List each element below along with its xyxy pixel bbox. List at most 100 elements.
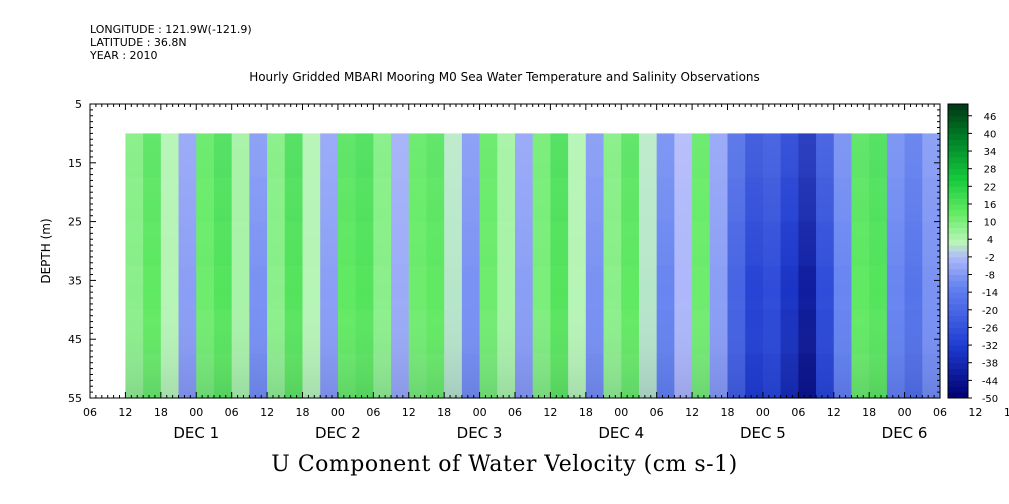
colorbar-swatch <box>948 209 968 217</box>
colorbar-swatch <box>948 315 968 323</box>
colorbar-label: -8 <box>985 271 995 282</box>
x-tick-label: 12 <box>260 406 274 419</box>
x-tick-label: 06 <box>508 406 522 419</box>
colorbar <box>947 103 969 399</box>
x-tick-label: 06 <box>933 406 947 419</box>
colorbar-swatch <box>948 392 968 399</box>
colorbar-label: -32 <box>982 341 998 352</box>
colorbar-swatch <box>948 268 968 276</box>
y-axis-label: DEPTH (m) <box>39 218 53 283</box>
colorbar-swatch <box>948 368 968 375</box>
colorbar-swatch <box>948 151 968 158</box>
x-day-label: DEC 2 <box>315 424 361 442</box>
colorbar-swatch <box>948 121 968 129</box>
colorbar-swatch <box>948 350 968 358</box>
x-tick-label: 18 <box>437 406 451 419</box>
x-axis-ticks <box>89 104 941 398</box>
y-tick-labels: 5 15 25 35 45 55 <box>68 98 82 405</box>
y-tick-label: 15 <box>68 157 82 170</box>
y-axis-ticks <box>90 103 940 399</box>
colorbar-swatch <box>948 168 968 176</box>
colorbar-label: 46 <box>984 112 997 123</box>
x-day-label: DEC 5 <box>740 424 786 442</box>
colorbar-labels: 46 40 34 28 22 16 10 4 -2 -8 -14 -20 -26 -32 -38 -44 -50 <box>968 112 998 405</box>
x-tick-label: 12 <box>685 406 699 419</box>
colorbar-swatch <box>948 256 968 264</box>
chart-title: U Component of Water Velocity (cm s-1) <box>271 452 738 477</box>
colorbar-swatch <box>948 162 968 170</box>
x-tick-label: 18 <box>154 406 168 419</box>
colorbar-frame <box>947 103 969 399</box>
colorbar-swatch <box>948 303 968 311</box>
x-tick-label: 12 <box>827 406 841 419</box>
colorbar-swatch <box>948 239 968 246</box>
colorbar-swatch <box>948 192 968 199</box>
colorbar-label: 34 <box>984 147 997 158</box>
x-day-label: DEC 6 <box>882 424 928 442</box>
x-tick-label: 00 <box>756 406 770 419</box>
colorbar-swatch <box>948 251 968 258</box>
x-tick-label: 12 <box>402 406 416 419</box>
colorbar-label: 40 <box>984 129 997 140</box>
plot-title: Hourly Gridded MBARI Mooring M0 Sea Wate… <box>249 70 760 84</box>
colorbar-swatch <box>948 133 968 140</box>
y-tick-label: 25 <box>68 216 82 229</box>
colorbar-swatch <box>948 262 968 270</box>
colorbar-swatch <box>948 139 968 146</box>
colorbar-swatch <box>948 286 968 293</box>
colorbar-swatch <box>948 274 968 281</box>
colorbar-label: 16 <box>984 200 997 211</box>
x-tick-label: 18 <box>1004 406 1009 419</box>
colorbar-label: -14 <box>982 288 998 299</box>
colorbar-swatch <box>948 292 968 299</box>
colorbar-swatch <box>948 221 968 228</box>
x-tick-label: 00 <box>614 406 628 419</box>
y-tick-label: 55 <box>68 392 82 405</box>
colorbar-label: -44 <box>982 376 998 387</box>
colorbar-swatch <box>948 280 968 287</box>
colorbar-label: 10 <box>984 218 997 229</box>
x-tick-label: 12 <box>543 406 557 419</box>
latitude-label: LATITUDE : 36.8N <box>90 36 187 49</box>
x-day-label: DEC 1 <box>173 424 219 442</box>
colorbar-label: -2 <box>985 253 995 264</box>
colorbar-swatch <box>948 127 968 134</box>
x-tick-label: 00 <box>331 406 345 419</box>
x-tick-label: 06 <box>83 406 97 419</box>
colorbar-swatch <box>948 245 968 252</box>
colorbar-label: -20 <box>982 306 998 317</box>
colorbar-swatch <box>948 215 968 223</box>
y-tick-label: 35 <box>68 274 82 287</box>
x-day-label: DEC 4 <box>598 424 644 442</box>
x-tick-label: 18 <box>862 406 876 419</box>
colorbar-swatch <box>948 298 968 305</box>
colorbar-label: 22 <box>984 182 997 193</box>
year-label: YEAR : 2010 <box>90 49 158 62</box>
colorbar-swatch <box>948 356 968 364</box>
colorbar-swatch <box>948 339 968 346</box>
x-day-label: DEC 3 <box>457 424 503 442</box>
x-tick-label: 12 <box>118 406 132 419</box>
x-tick-label: 18 <box>721 406 735 419</box>
colorbar-swatch <box>948 321 968 328</box>
colorbar-swatch <box>948 156 968 164</box>
colorbar-swatch <box>948 233 968 240</box>
colorbar-swatch <box>948 345 968 352</box>
colorbar-swatch <box>948 333 968 340</box>
x-tick-label: 06 <box>791 406 805 419</box>
x-tick-label: 12 <box>968 406 982 419</box>
colorbar-label: -38 <box>982 359 998 370</box>
longitude-label: LONGITUDE : 121.9W(-121.9) <box>90 23 252 36</box>
x-tick-label: 06 <box>650 406 664 419</box>
colorbar-swatch <box>948 174 968 181</box>
x-tick-label: 06 <box>225 406 239 419</box>
colorbar-swatch <box>948 374 968 381</box>
colorbar-swatch <box>948 180 968 187</box>
colorbar-swatch <box>948 115 968 123</box>
x-tick-label: 18 <box>296 406 310 419</box>
colorbar-label: 4 <box>987 235 993 246</box>
colorbar-label: 28 <box>984 165 997 176</box>
colorbar-swatch <box>948 380 968 387</box>
